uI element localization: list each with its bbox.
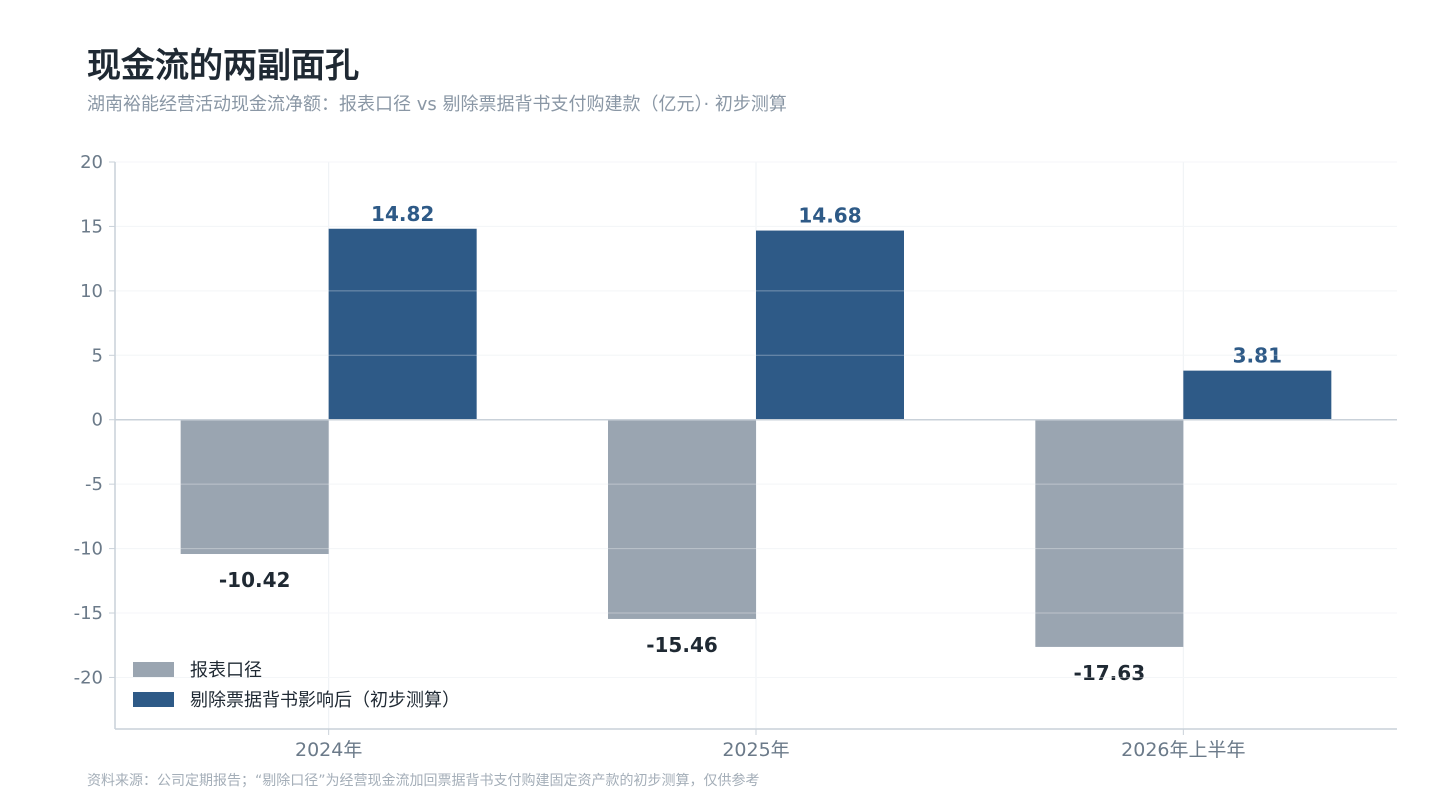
bar-s0-c2 — [1035, 419, 1184, 647]
bar-s1-c1 — [756, 230, 904, 420]
data-label-s0-c0: -10.42 — [219, 568, 291, 592]
legend-swatch-0 — [133, 662, 174, 677]
source-note: 资料来源：公司定期报告；“剔除口径”为经营现金流加回票据背书支付购建固定资产款的… — [87, 773, 760, 789]
y-tick-label-0: 20 — [80, 152, 103, 173]
y-tick-label-2: 10 — [80, 281, 103, 302]
x-tick-label-0: 2024年 — [295, 739, 362, 761]
x-tick-label-1: 2025年 — [722, 739, 789, 761]
data-label-s1-c0: 14.82 — [371, 202, 434, 226]
chart-title: 现金流的两副面孔 — [87, 46, 359, 86]
y-tick-label-8: -20 — [74, 667, 103, 688]
bar-s1-c2 — [1183, 370, 1332, 420]
bar-s0-c1 — [608, 419, 756, 619]
data-label-s0-c2: -17.63 — [1074, 661, 1146, 685]
y-tick-label-3: 5 — [92, 345, 103, 366]
y-tick-label-4: 0 — [92, 410, 103, 431]
legend-label-0: 报表口径 — [190, 660, 262, 681]
bar-s0-c0 — [180, 419, 329, 555]
y-tick-label-7: -15 — [74, 603, 103, 624]
legend-swatch-1 — [133, 692, 174, 707]
data-label-s1-c2: 3.81 — [1233, 344, 1282, 368]
y-tick-label-1: 15 — [80, 216, 103, 237]
legend-label-1: 剔除票据背书影响后（初步测算） — [190, 690, 460, 711]
x-tick-label-2: 2026年上半年 — [1121, 739, 1245, 761]
y-tick-label-5: -5 — [85, 474, 103, 495]
y-tick-label-6: -10 — [74, 539, 103, 560]
bar-s1-c0 — [328, 228, 477, 420]
data-label-s1-c1: 14.68 — [798, 204, 861, 228]
chart-subtitle: 湖南裕能经营活动现金流净额：报表口径 vs 剔除票据背书支付购建款（亿元）· 初… — [87, 94, 787, 115]
data-label-s0-c1: -15.46 — [646, 633, 718, 657]
